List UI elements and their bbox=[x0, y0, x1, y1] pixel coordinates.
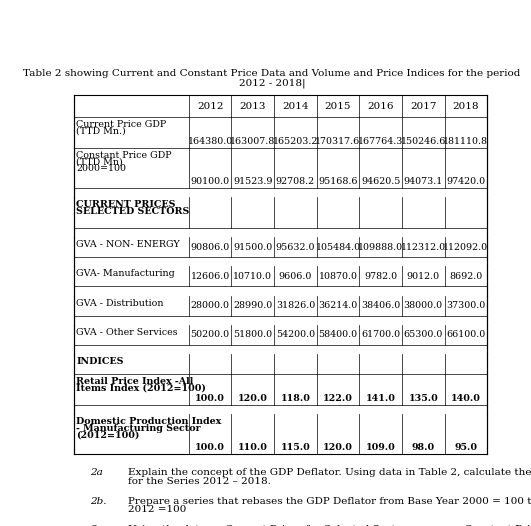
Text: 122.0: 122.0 bbox=[323, 393, 353, 403]
Text: 109.0: 109.0 bbox=[366, 443, 396, 452]
Text: 115.0: 115.0 bbox=[280, 443, 310, 452]
Text: Domestic Production Index: Domestic Production Index bbox=[76, 417, 222, 426]
Text: Constant Price GDP: Constant Price GDP bbox=[76, 151, 172, 160]
Text: 2000=100: 2000=100 bbox=[76, 164, 126, 173]
Text: GVA - Distribution: GVA - Distribution bbox=[76, 299, 164, 308]
Text: 97420.0: 97420.0 bbox=[447, 177, 485, 186]
Text: 31826.0: 31826.0 bbox=[276, 301, 315, 310]
Text: 12606.0: 12606.0 bbox=[191, 272, 230, 281]
Text: 2a: 2a bbox=[90, 468, 102, 477]
Text: (TTD Mn): (TTD Mn) bbox=[76, 157, 123, 166]
Text: GVA - NON- ENERGY: GVA - NON- ENERGY bbox=[76, 240, 180, 249]
Text: 9012.0: 9012.0 bbox=[407, 272, 440, 281]
Text: 112092.0: 112092.0 bbox=[443, 242, 489, 251]
Text: 94073.1: 94073.1 bbox=[404, 177, 443, 186]
Text: Table 2 showing Current and Constant Price Data and Volume and Price Indices for: Table 2 showing Current and Constant Pri… bbox=[23, 69, 521, 78]
Text: 2c.: 2c. bbox=[90, 525, 105, 526]
Text: 38000.0: 38000.0 bbox=[404, 301, 443, 310]
Text: 2015: 2015 bbox=[325, 102, 352, 111]
Text: for the Series 2012 – 2018.: for the Series 2012 – 2018. bbox=[129, 477, 271, 486]
Text: Retail Price Index -All: Retail Price Index -All bbox=[76, 377, 194, 386]
Text: GVA- Manufacturing: GVA- Manufacturing bbox=[76, 269, 175, 278]
Text: 91523.9: 91523.9 bbox=[233, 177, 272, 186]
Text: 95168.6: 95168.6 bbox=[318, 177, 358, 186]
Text: 9782.0: 9782.0 bbox=[364, 272, 397, 281]
Text: 95632.0: 95632.0 bbox=[276, 242, 315, 251]
Text: 10870.0: 10870.0 bbox=[319, 272, 357, 281]
Text: CURRENT PRICES: CURRENT PRICES bbox=[76, 200, 176, 209]
Text: 120.0: 120.0 bbox=[238, 393, 268, 403]
Text: 54200.0: 54200.0 bbox=[276, 330, 315, 339]
Text: 109888.0: 109888.0 bbox=[358, 242, 403, 251]
Text: 167764.3: 167764.3 bbox=[358, 137, 404, 146]
Text: 2014: 2014 bbox=[282, 102, 309, 111]
Text: Current Price GDP: Current Price GDP bbox=[76, 120, 167, 129]
Text: 2012: 2012 bbox=[197, 102, 224, 111]
Text: 9606.0: 9606.0 bbox=[279, 272, 312, 281]
Text: 28000.0: 28000.0 bbox=[191, 301, 229, 310]
Text: 37300.0: 37300.0 bbox=[446, 301, 485, 310]
Text: 2018: 2018 bbox=[452, 102, 479, 111]
Text: 36214.0: 36214.0 bbox=[319, 301, 358, 310]
Text: 91500.0: 91500.0 bbox=[233, 242, 272, 251]
Text: 94620.5: 94620.5 bbox=[361, 177, 400, 186]
Text: 90806.0: 90806.0 bbox=[191, 242, 230, 251]
Text: 2012 - 2018|: 2012 - 2018| bbox=[239, 78, 305, 88]
Text: 65300.0: 65300.0 bbox=[404, 330, 443, 339]
Text: 8692.0: 8692.0 bbox=[449, 272, 483, 281]
Text: 58400.0: 58400.0 bbox=[319, 330, 357, 339]
Text: 90100.0: 90100.0 bbox=[191, 177, 230, 186]
Text: 98.0: 98.0 bbox=[412, 443, 435, 452]
Text: 141.0: 141.0 bbox=[366, 393, 396, 403]
Text: 150246.6: 150246.6 bbox=[400, 137, 446, 146]
Text: Explain the concept of the GDP Deflator. Using data in Table 2, calculate the GD: Explain the concept of the GDP Deflator.… bbox=[129, 468, 531, 477]
Text: Prepare a series that rebases the GDP Deflator from Base Year 2000 = 100 to Base: Prepare a series that rebases the GDP De… bbox=[129, 497, 531, 505]
Text: 140.0: 140.0 bbox=[451, 393, 481, 403]
Text: 100.0: 100.0 bbox=[195, 393, 225, 403]
Text: INDICES: INDICES bbox=[76, 357, 124, 366]
Text: 165203.2: 165203.2 bbox=[273, 137, 318, 146]
Text: 28990.0: 28990.0 bbox=[233, 301, 272, 310]
Text: Items Index (2012=100): Items Index (2012=100) bbox=[76, 384, 207, 393]
Text: 92708.2: 92708.2 bbox=[276, 177, 315, 186]
Text: SELECTED SECTORS: SELECTED SECTORS bbox=[76, 207, 190, 216]
Text: 10710.0: 10710.0 bbox=[233, 272, 272, 281]
Text: 51800.0: 51800.0 bbox=[233, 330, 272, 339]
Text: 100.0: 100.0 bbox=[195, 443, 225, 452]
Text: Using the data on Current Prices for Selected Sectors, prepare Constant Price Es: Using the data on Current Prices for Sel… bbox=[129, 525, 531, 526]
Text: 170317.6: 170317.6 bbox=[315, 137, 361, 146]
Text: 112312.0: 112312.0 bbox=[401, 242, 446, 251]
Text: - Manufacturing Sector: - Manufacturing Sector bbox=[76, 424, 201, 433]
Text: 95.0: 95.0 bbox=[455, 443, 477, 452]
Text: (TTD Mn.): (TTD Mn.) bbox=[76, 127, 126, 136]
Text: GVA - Other Services: GVA - Other Services bbox=[76, 328, 178, 337]
Text: 61700.0: 61700.0 bbox=[361, 330, 400, 339]
Text: 50200.0: 50200.0 bbox=[191, 330, 230, 339]
Text: 38406.0: 38406.0 bbox=[361, 301, 400, 310]
Text: (2012=100): (2012=100) bbox=[76, 430, 140, 439]
Text: 2b.: 2b. bbox=[90, 497, 106, 505]
Text: 2017: 2017 bbox=[410, 102, 436, 111]
Text: 164380.0: 164380.0 bbox=[187, 137, 233, 146]
Text: 2012 =100: 2012 =100 bbox=[129, 505, 187, 514]
Text: 120.0: 120.0 bbox=[323, 443, 353, 452]
Text: 2016: 2016 bbox=[367, 102, 394, 111]
Text: 110.0: 110.0 bbox=[238, 443, 268, 452]
Text: 66100.0: 66100.0 bbox=[446, 330, 485, 339]
Text: 105484.0: 105484.0 bbox=[315, 242, 361, 251]
Text: 181110.8: 181110.8 bbox=[443, 137, 489, 146]
Text: 135.0: 135.0 bbox=[408, 393, 438, 403]
Text: 118.0: 118.0 bbox=[280, 393, 310, 403]
Text: 163007.8: 163007.8 bbox=[230, 137, 276, 146]
Text: 2013: 2013 bbox=[239, 102, 266, 111]
